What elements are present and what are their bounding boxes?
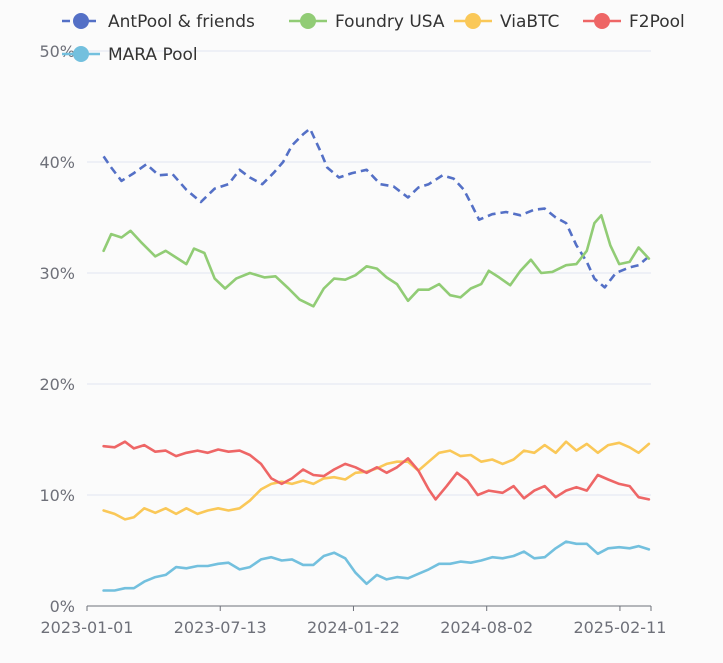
legend-item[interactable]: ViaBTC <box>454 12 559 32</box>
x-tick-label: 2023-07-13 <box>174 618 267 637</box>
series-line-mara-pool <box>102 540 651 592</box>
legend-label: AntPool & friends <box>108 12 255 32</box>
y-tick-label: 20% <box>39 375 75 394</box>
legend[interactable]: AntPool & friends Foundry USA ViaBTC F2Pool… <box>62 12 685 65</box>
legend-label: MARA Pool <box>108 45 198 65</box>
x-tick-label: 2024-08-02 <box>440 618 533 637</box>
series-line-f2pool <box>102 440 651 501</box>
y-tick-label: 0% <box>50 597 75 616</box>
grid-lines <box>87 50 651 496</box>
x-tick-label: 2025-02-11 <box>573 618 666 637</box>
legend-marker <box>300 13 316 29</box>
series-line-antpool-friends <box>102 127 650 289</box>
y-tick-label: 10% <box>39 486 75 505</box>
y-tick-label: 50% <box>39 42 75 61</box>
legend-marker <box>73 46 89 62</box>
x-tick-label: 2024-01-22 <box>307 618 400 637</box>
legend-marker <box>73 13 89 29</box>
legend-item[interactable]: MARA Pool <box>62 45 198 65</box>
y-tick-label: 40% <box>39 153 75 172</box>
x-tick-label: 2023-01-01 <box>41 618 134 637</box>
legend-item[interactable]: Foundry USA <box>289 12 445 32</box>
legend-marker <box>465 13 481 29</box>
series-line-foundry-usa <box>102 214 651 308</box>
legend-marker <box>594 13 610 29</box>
series-lines <box>102 127 651 592</box>
axes: 0% 10% 20% 30% 40% 50% 2023-01-01 2023-07-13 202… <box>39 42 666 637</box>
legend-label: Foundry USA <box>335 12 445 32</box>
legend-label: ViaBTC <box>500 12 559 32</box>
legend-item[interactable]: AntPool & friends <box>62 12 255 32</box>
legend-label: F2Pool <box>629 12 685 32</box>
y-tick-label: 30% <box>39 264 75 283</box>
legend-item[interactable]: F2Pool <box>583 12 685 32</box>
